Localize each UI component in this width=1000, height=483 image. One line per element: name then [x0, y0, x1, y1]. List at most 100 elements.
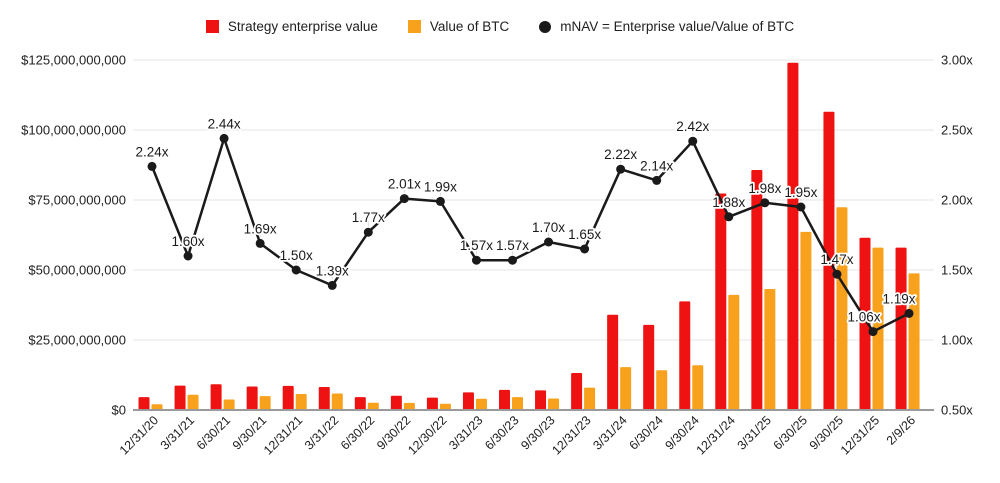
- bar-value-of-btc: [331, 393, 343, 410]
- mnav-data-label: 1.06x: [847, 310, 880, 325]
- mnav-data-label: 2.42x: [676, 119, 709, 134]
- mnav-point: [363, 227, 373, 237]
- red-square-legend-icon: [205, 20, 219, 33]
- bar-strategy-enterprise-value: [138, 397, 150, 410]
- right-axis-tick-label: 2.50x: [941, 123, 973, 138]
- mnav-data-label: 1.50x: [280, 248, 313, 263]
- bar-strategy-enterprise-value: [859, 237, 871, 410]
- mnav-point: [291, 265, 301, 275]
- mnav-data-label: 1.60x: [172, 234, 205, 249]
- mnav-data-label: 1.70x: [532, 220, 565, 235]
- bar-strategy-enterprise-value: [174, 385, 186, 410]
- bar-strategy-enterprise-value: [282, 385, 294, 410]
- mnav-data-label: 2.44x: [208, 116, 241, 131]
- bar-value-of-btc: [728, 294, 740, 410]
- mnav-point: [868, 327, 878, 337]
- mnav-data-label: 1.57x: [496, 238, 529, 253]
- right-axis-tick-label: 1.50x: [941, 263, 973, 278]
- mnav-point: [724, 212, 734, 222]
- legend-item-enterprise-value: Strategy enterprise value: [205, 19, 378, 34]
- mnav-data-label: 1.57x: [460, 238, 493, 253]
- x-axis-category-label: 6/30/22: [338, 413, 377, 452]
- right-axis-tick-label: 0.50x: [941, 403, 973, 418]
- mnav-point: [255, 238, 265, 248]
- bar-value-of-btc: [403, 402, 415, 410]
- bar-value-of-btc: [800, 231, 812, 410]
- bar-value-of-btc: [223, 399, 235, 410]
- bar-value-of-btc: [908, 273, 920, 410]
- bar-value-of-btc: [439, 403, 451, 410]
- black-dot-legend-icon: [539, 20, 552, 33]
- bar-value-of-btc: [656, 370, 668, 410]
- bar-strategy-enterprise-value: [210, 384, 222, 410]
- legend-label-enterprise-value: Strategy enterprise value: [227, 19, 378, 34]
- bar-value-of-btc: [259, 396, 271, 410]
- mnav-point: [399, 194, 409, 204]
- x-axis-category-label: 3/31/25: [735, 413, 774, 452]
- bar-strategy-enterprise-value: [499, 389, 510, 410]
- right-axis-tick-label: 1.00x: [941, 333, 973, 348]
- mnav-point: [327, 280, 337, 290]
- bar-value-of-btc: [764, 289, 776, 410]
- mnav-data-label: 1.95x: [784, 185, 817, 200]
- bar-value-of-btc: [367, 402, 379, 410]
- mnav-data-label: 2.24x: [135, 144, 168, 159]
- left-axis-tick-label: $25,000,000,000: [28, 333, 126, 348]
- bar-strategy-enterprise-value: [246, 386, 258, 410]
- x-axis-category-label: 3/31/24: [590, 413, 629, 452]
- mnav-data-label: 1.19x: [883, 291, 916, 306]
- x-axis-category-label: 6/30/21: [194, 413, 233, 452]
- mnav-data-label: 1.69x: [244, 221, 277, 236]
- left-axis-tick-label: $75,000,000,000: [28, 193, 126, 208]
- mnav-data-label: 1.88x: [712, 195, 745, 210]
- bar-value-of-btc: [692, 365, 704, 410]
- legend-item-mnav: mNAV = Enterprise value/Value of BTC: [539, 19, 794, 34]
- left-axis-tick-label: $125,000,000,000: [21, 53, 126, 68]
- mnav-point: [435, 196, 445, 206]
- bar-strategy-enterprise-value: [643, 324, 655, 410]
- mnav-data-label: 2.01x: [388, 177, 421, 192]
- left-axis-tick-label: $100,000,000,000: [21, 123, 126, 138]
- mnav-point: [616, 164, 626, 174]
- right-axis-tick-label: 3.00x: [941, 53, 973, 68]
- bar-strategy-enterprise-value: [426, 397, 438, 410]
- bar-value-of-btc: [836, 207, 848, 410]
- mnav-data-label: 1.99x: [424, 179, 457, 194]
- bar-value-of-btc: [584, 387, 596, 410]
- bar-strategy-enterprise-value: [354, 397, 366, 410]
- left-axis-tick-label: $0: [112, 403, 126, 418]
- bar-strategy-enterprise-value: [390, 395, 402, 410]
- x-axis-category-label: 12/31/23: [549, 413, 593, 457]
- x-axis-category-label: 3/31/21: [158, 413, 197, 452]
- bar-strategy-enterprise-value: [571, 373, 583, 410]
- x-axis-category-label: 6/30/23: [482, 413, 521, 452]
- mnav-data-label: 2.14x: [640, 158, 673, 173]
- bar-value-of-btc: [151, 404, 163, 410]
- mnav-data-label: 1.77x: [352, 210, 385, 225]
- mnav-point: [580, 244, 590, 254]
- mnav-point: [904, 308, 914, 318]
- mnav-data-label: 1.39x: [316, 263, 349, 278]
- mnav-data-label: 1.65x: [568, 227, 601, 242]
- mnav-point: [147, 161, 157, 171]
- mnav-point: [832, 269, 842, 279]
- x-axis-category-label: 12/30/22: [405, 413, 449, 457]
- mnav-point: [219, 133, 229, 143]
- x-axis-category-label: 3/31/23: [446, 413, 485, 452]
- bar-strategy-enterprise-value: [679, 301, 691, 410]
- bar-strategy-enterprise-value: [715, 193, 727, 410]
- mnav-point: [183, 251, 193, 261]
- x-axis-category-label: 3/31/22: [302, 413, 341, 452]
- mnav-point: [544, 237, 554, 247]
- bar-strategy-enterprise-value: [895, 247, 907, 410]
- x-axis-category-label: 12/31/20: [117, 413, 161, 457]
- left-axis-tick-label: $50,000,000,000: [28, 263, 126, 278]
- mnav-data-label: 2.22x: [604, 147, 637, 162]
- bar-strategy-enterprise-value: [607, 314, 619, 410]
- x-axis-category-label: 2/9/26: [884, 413, 919, 448]
- mnav-point: [796, 202, 806, 212]
- bar-value-of-btc: [548, 398, 560, 410]
- mnav-point: [760, 198, 770, 208]
